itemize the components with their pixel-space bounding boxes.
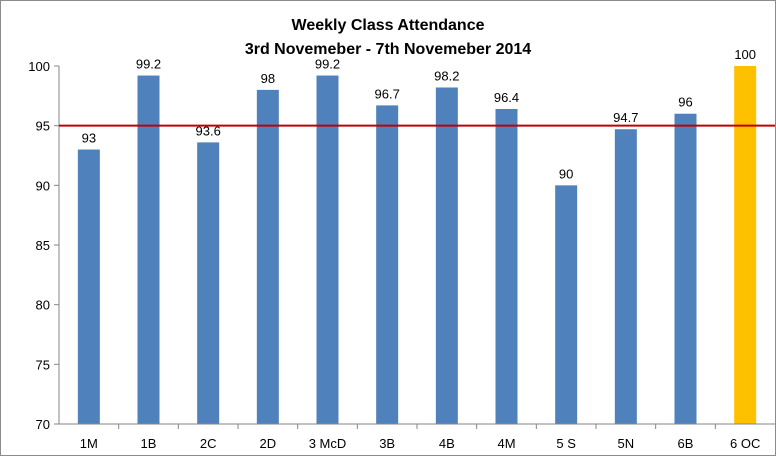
x-tick-label: 6B [678,436,694,451]
y-tick-label: 75 [36,357,50,372]
x-tick-label: 2D [260,436,277,451]
bars [77,66,757,425]
bar [376,105,399,424]
x-tick-label: 1B [141,436,157,451]
bar [137,75,160,425]
x-tick-label: 5 S [556,436,576,451]
data-label: 99.2 [136,57,161,72]
data-label: 96.7 [375,86,400,101]
data-label: 98 [261,71,275,86]
data-label: 93.6 [196,123,221,138]
bar [674,113,697,424]
bar [614,129,637,424]
data-label: 93 [82,131,96,146]
bar [316,75,339,425]
data-label: 98.2 [434,68,459,83]
x-axis-ticks: 1M 1B 2C 2D 3 McD 3B 4B 4M 5 S 5N 6B 6 OC [80,424,760,451]
data-label: 99.2 [315,57,340,72]
y-tick-label: 80 [36,298,50,313]
bar [734,66,757,424]
x-tick-label: 1M [80,436,98,451]
y-tick-label: 95 [36,119,50,134]
data-label: 94.7 [613,110,638,125]
y-tick-label: 70 [36,417,50,432]
y-tick-label: 90 [36,178,50,193]
data-labels: 93 99.2 93.6 98 99.2 96.7 98.2 96.4 90 94.7 96 100 [82,47,756,181]
chart-title: Weekly Class Attendance [292,17,485,34]
bar [77,149,100,425]
bar [495,108,518,425]
y-tick-label: 85 [36,238,50,253]
x-tick-label: 4B [439,436,455,451]
x-tick-label: 5N [618,436,635,451]
y-tick-label: 100 [28,59,50,74]
chart-subtitle: 3rd Novemeber - 7th Novemeber 2014 [245,41,531,58]
x-tick-label: 3 McD [309,436,347,451]
x-tick-label: 3B [379,436,395,451]
data-label: 100 [734,47,756,62]
x-tick-label: 6 OC [730,436,760,451]
bar [197,142,220,424]
data-label: 90 [559,166,573,181]
data-label: 96 [678,95,692,110]
bar [435,87,458,424]
x-tick-label: 2C [200,436,217,451]
bar [256,89,279,424]
bar [555,185,578,424]
x-tick-label: 4M [497,436,515,451]
data-label: 96.4 [494,90,519,105]
y-axis-ticks: 70 75 80 85 90 95 100 [28,59,59,432]
